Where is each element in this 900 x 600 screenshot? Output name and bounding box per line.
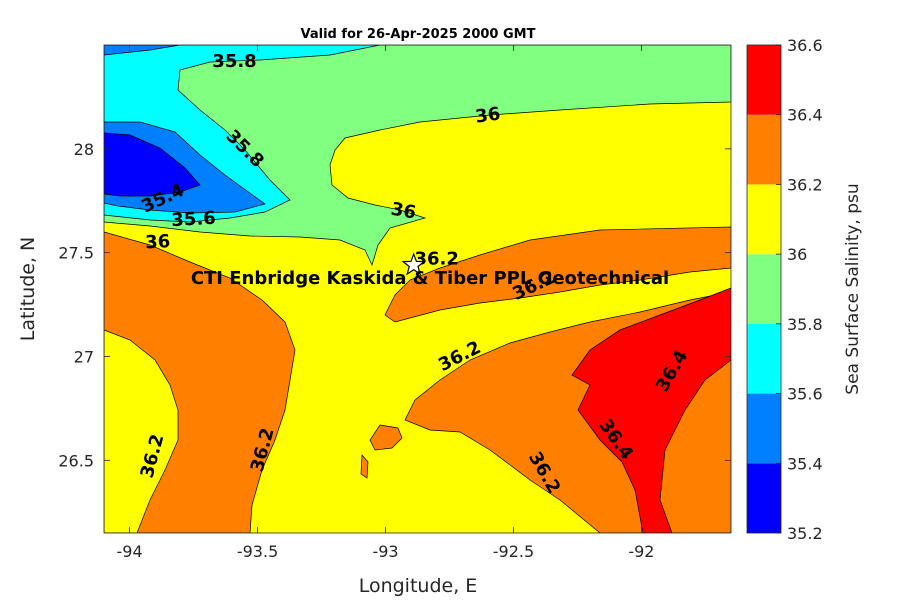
x-tick-label: -93 [372, 542, 398, 561]
contour-band-36.4-36.6 [571, 287, 731, 533]
colorbar-swatch [747, 114, 781, 185]
site-marker-group: CTI Enbridge Kaskida & Tiber PPL Geotech… [191, 252, 669, 289]
x-tick-label: -92 [628, 542, 654, 561]
contour-label: 36 [474, 103, 502, 127]
x-tick-label: -92.5 [493, 542, 534, 561]
colorbar: 35.2 35.4 35.6 35.8 36 36.2 36.4 36.6 [746, 36, 823, 543]
x-tick-labels: -94 -93.5 -93 -92.5 -92 [117, 542, 655, 561]
contour-label: 36 [389, 199, 417, 224]
contour-label: 36.2 [414, 248, 458, 269]
colorbar-tick-label: 35.6 [787, 385, 823, 404]
x-tick-label: -93.5 [237, 542, 278, 561]
colorbar-tick-label: 36 [787, 245, 807, 264]
y-axis-label: Latitude, N [17, 237, 39, 342]
colorbar-swatch [747, 45, 781, 115]
contour-band-35.4-35.6-corner [104, 45, 181, 56]
colorbar-swatch [747, 393, 781, 464]
contour-label: 36 [145, 231, 171, 253]
x-tick-label: -94 [117, 542, 143, 561]
contour-patch-island-1 [369, 424, 403, 451]
contour-patch-island-2 [360, 454, 369, 479]
x-axis-label: Longitude, E [359, 575, 478, 597]
contour-band-36.2-36.4-east [384, 226, 731, 323]
y-tick-label: 28 [74, 140, 94, 159]
contour-label: 35.8 [212, 51, 256, 72]
colorbar-frame [746, 44, 782, 534]
colorbar-tick-label: 36.4 [787, 106, 823, 125]
contour-plot-area [104, 45, 731, 533]
site-star-marker [401, 252, 426, 276]
colorbar-swatch [747, 323, 781, 394]
colorbar-swatch [747, 463, 781, 533]
colorbar-swatch [747, 254, 781, 324]
site-annotation: CTI Enbridge Kaskida & Tiber PPL Geotech… [191, 268, 669, 289]
contour-band-36.0-36.2-west-tongue [104, 329, 179, 533]
contour-band-35.2-35.4 [104, 132, 201, 197]
colorbar-tick-label: 35.2 [787, 524, 823, 543]
chart-title: Valid for 26-Apr-2025 2000 GMT [301, 27, 536, 42]
colorbar-label: Sea Surface Salinity, psu [843, 183, 863, 394]
y-tick-labels: 26.5 27 27.5 28 [58, 140, 94, 470]
axes-frame [103, 44, 732, 534]
colorbar-tick-label: 36.2 [787, 175, 823, 194]
y-tick-label: 27 [74, 347, 94, 366]
colorbar-tick-label: 35.4 [787, 454, 823, 473]
axis-ticks [104, 45, 731, 533]
y-tick-label: 26.5 [58, 451, 94, 470]
colorbar-tick-label: 35.8 [787, 315, 823, 334]
y-tick-label: 27.5 [58, 244, 94, 263]
contour-label: 35.6 [171, 208, 216, 231]
colorbar-swatch [747, 184, 781, 255]
colorbar-tick-label: 36.6 [787, 36, 823, 55]
